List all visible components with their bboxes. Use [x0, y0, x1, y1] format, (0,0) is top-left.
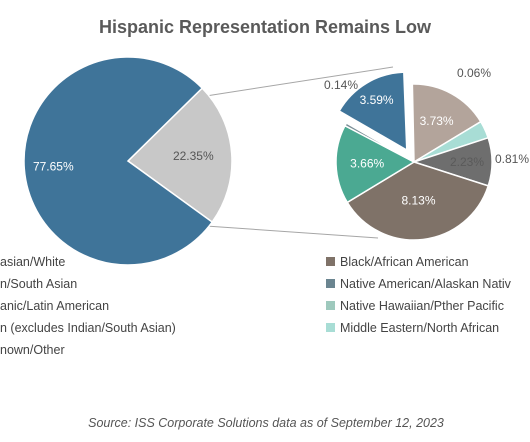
detail-pie-slice: [335, 124, 416, 204]
detail-pie-slice: [343, 121, 415, 163]
detail-pie-slice-label: 0.14%: [324, 78, 358, 92]
detail-pie-slice-label: 3.59%: [360, 93, 394, 107]
legend-label: asian/White: [0, 255, 65, 269]
legend-label: Black/African American: [340, 255, 469, 269]
main-pie-labels: 22.35% 77.65%: [33, 149, 214, 174]
detail-pie-slice: [411, 83, 482, 164]
main-pie-slice: [126, 87, 233, 224]
detail-pie-slice-label: 8.13%: [401, 194, 435, 208]
detail-pie-slice-label: 0.81%: [495, 152, 529, 166]
legend-label: Native American/Alaskan Nativ: [340, 277, 512, 291]
chart-source: Source: ISS Corporate Solutions data as …: [88, 416, 444, 430]
main-pie-slice-label: 22.35%: [173, 149, 214, 163]
legend-label: Middle Eastern/North African: [340, 321, 499, 335]
legend-swatch: [326, 301, 335, 310]
detail-pie-slice-label: 2.23%: [450, 155, 484, 169]
legend-label: anic/Latin American: [0, 299, 109, 313]
main-pie: [23, 56, 233, 266]
legend-label: nown/Other: [0, 343, 65, 357]
detail-pie-slice-label: 3.66%: [350, 156, 384, 170]
legend-swatch: [326, 279, 335, 288]
detail-pie: [335, 71, 493, 241]
legend-label: Native Hawaiian/Pther Pacific: [340, 299, 504, 313]
detail-pie-labels: 3.59% 0.06% 3.73% 0.81% 2.23% 8.13% 3.66% 0.14%: [324, 66, 529, 208]
legend-swatch: [326, 257, 335, 266]
legend-label: n/South Asian: [0, 277, 77, 291]
detail-pie-slice-label: 3.73%: [420, 114, 454, 128]
legend: asian/White n/South Asian anic/Latin Ameri…: [0, 255, 512, 357]
main-pie-slice-label: 77.65%: [33, 160, 74, 174]
connector-line-top: [205, 66, 394, 97]
detail-pie-slice-label: 0.06%: [457, 66, 491, 80]
legend-swatch: [326, 323, 335, 332]
main-pie-slice: [23, 56, 214, 266]
legend-label: n (excludes Indian/South Asian): [0, 321, 176, 335]
detail-pie-slice: [338, 71, 408, 152]
chart-title: Hispanic Representation Remains Low: [99, 17, 432, 37]
connector-line-bottom: [205, 225, 379, 239]
